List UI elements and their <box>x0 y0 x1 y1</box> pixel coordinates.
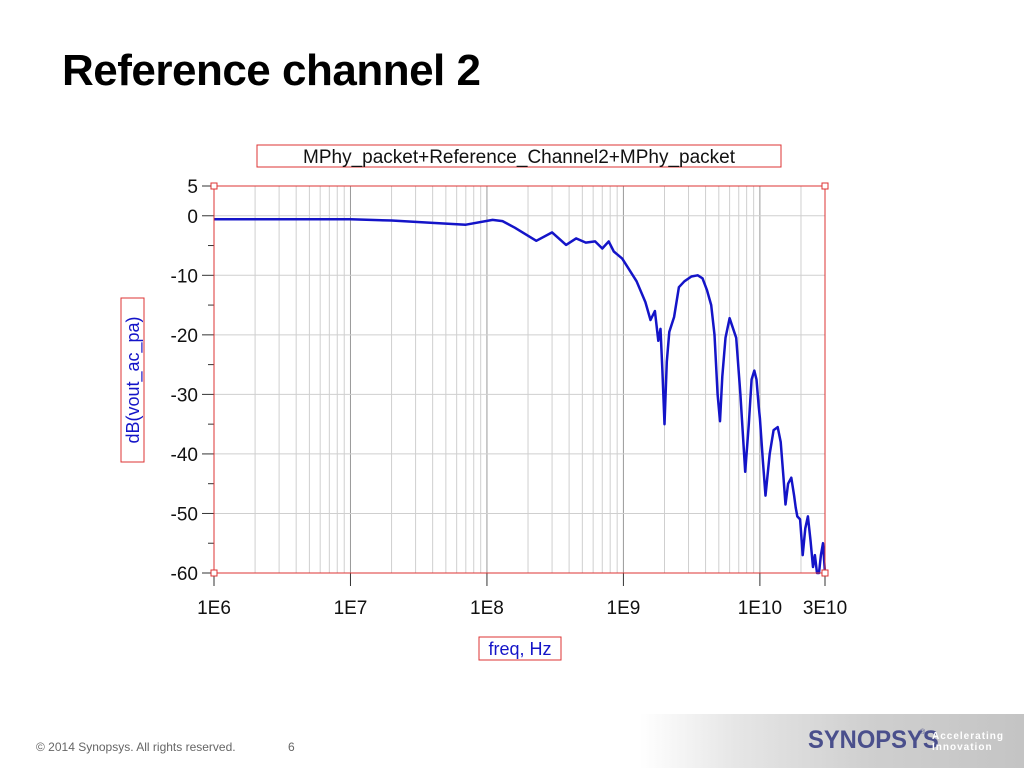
footer-copyright: © 2014 Synopsys. All rights reserved. <box>36 740 236 754</box>
y-tick-label: -40 <box>171 445 198 466</box>
selection-handle[interactable] <box>211 570 217 576</box>
x-tick-label: 1E9 <box>607 598 641 619</box>
x-tick-label: 3E10 <box>803 598 847 619</box>
chart-y-axis: 5 0 -10 -20 -30 -40 -50 -60 <box>171 177 214 585</box>
x-tick-label: 1E8 <box>470 598 504 619</box>
x-tick-label: 1E6 <box>197 598 231 619</box>
selection-handle[interactable] <box>822 183 828 189</box>
y-tick-label: 5 <box>187 177 198 198</box>
y-tick-label: -20 <box>171 326 198 347</box>
selection-handle[interactable] <box>211 183 217 189</box>
logo-registered-mark: ® <box>920 729 925 736</box>
y-tick-label: 0 <box>187 207 198 228</box>
chart-selection-frame <box>211 183 828 576</box>
y-tick-label: -50 <box>171 504 198 525</box>
logo-tagline-1: Accelerating <box>932 731 1004 742</box>
chart-grid <box>214 186 825 573</box>
logo-tagline-2: Innovation <box>932 742 993 753</box>
chart-ylabel: dB(vout_ac_pa) <box>123 316 144 443</box>
chart-xlabel: freq, Hz <box>488 639 551 659</box>
chart-x-axis: 1E6 1E7 1E8 1E9 1E10 3E10 <box>197 573 847 619</box>
chart: 5 0 -10 -20 -30 -40 -50 -60 1E6 1E7 1E8 1E9 1E10 3E1… <box>0 0 1024 700</box>
footer-page-number: 6 <box>288 740 295 754</box>
y-tick-label: -30 <box>171 385 198 406</box>
x-tick-label: 1E7 <box>334 598 368 619</box>
y-tick-label: -60 <box>171 564 198 585</box>
y-tick-label: -10 <box>171 266 198 287</box>
plot-selection-frame <box>214 186 825 573</box>
chart-series-layer <box>214 219 825 573</box>
selection-handle[interactable] <box>822 570 828 576</box>
chart-title: MPhy_packet+Reference_Channel2+MPhy_pack… <box>303 147 736 168</box>
x-tick-label: 1E10 <box>738 598 782 619</box>
series-line <box>214 219 825 573</box>
chart-plot-border <box>214 186 825 573</box>
